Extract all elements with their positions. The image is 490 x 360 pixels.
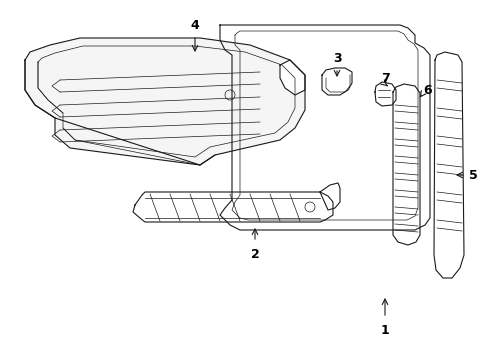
Polygon shape <box>280 60 305 95</box>
Polygon shape <box>434 52 464 278</box>
Polygon shape <box>320 183 340 210</box>
Polygon shape <box>25 38 305 165</box>
Polygon shape <box>375 82 396 106</box>
Polygon shape <box>393 84 420 245</box>
Polygon shape <box>322 68 352 95</box>
Text: 6: 6 <box>424 84 432 96</box>
Text: 4: 4 <box>191 18 199 32</box>
Text: 5: 5 <box>468 168 477 181</box>
Polygon shape <box>133 192 333 222</box>
Polygon shape <box>220 25 430 230</box>
Text: 1: 1 <box>381 324 390 337</box>
Text: 3: 3 <box>333 51 342 64</box>
Text: 7: 7 <box>381 72 390 85</box>
Text: 2: 2 <box>250 248 259 261</box>
